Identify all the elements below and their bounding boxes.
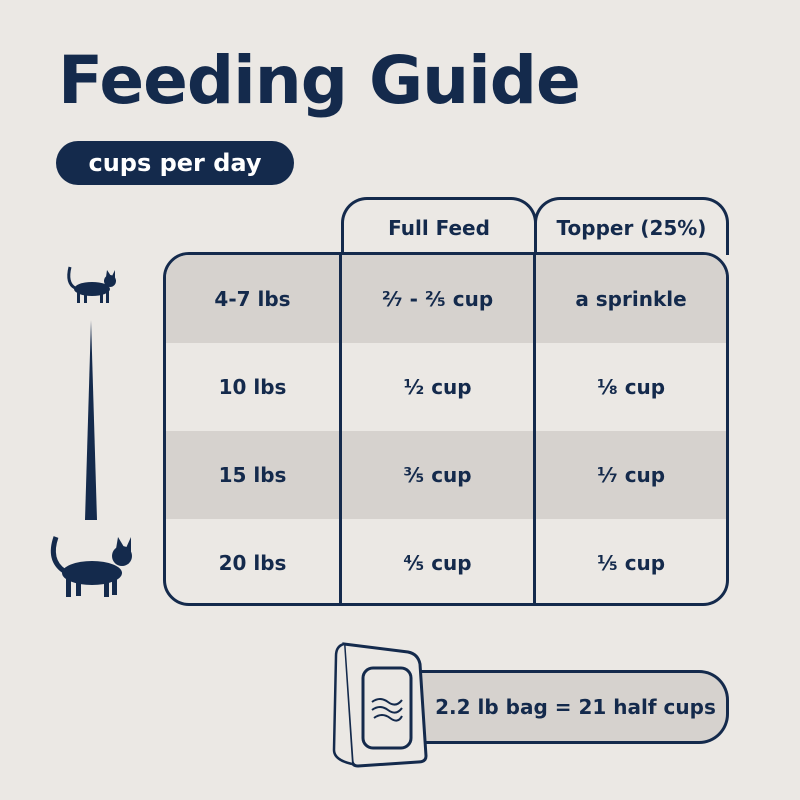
header-full-feed: Full Feed [341, 197, 537, 255]
bag-note: 2.2 lb bag = 21 half cups [435, 695, 716, 719]
weight-cell: 15 lbs [166, 431, 342, 519]
table-row: 4-7 lbs ²⁄₇ - ²⁄₅ cup a sprinkle [166, 255, 726, 343]
full-feed-cell: ²⁄₇ - ²⁄₅ cup [342, 255, 536, 343]
page-title: Feeding Guide [58, 42, 581, 119]
unit-badge: cups per day [56, 141, 294, 185]
full-feed-cell: ¹⁄₂ cup [342, 343, 536, 431]
table-row: 15 lbs ³⁄₅ cup ¹⁄₇ cup [166, 431, 726, 519]
scale-wedge [85, 320, 97, 520]
large-cat-icon [50, 536, 132, 597]
cat-size-scale [50, 266, 132, 597]
full-feed-cell: ³⁄₅ cup [342, 431, 536, 519]
small-cat-icon [67, 266, 116, 303]
weight-cell: 20 lbs [166, 519, 342, 603]
topper-cell: ¹⁄₇ cup [596, 463, 666, 487]
table-row: 20 lbs ⁴⁄₅ cup ¹⁄₅ cup [166, 519, 726, 603]
topper-cell: a sprinkle [575, 287, 687, 311]
weight-cell: 10 lbs [166, 343, 342, 431]
topper-cell: ¹⁄₈ cup [596, 375, 666, 399]
feeding-table: 4-7 lbs ²⁄₇ - ²⁄₅ cup a sprinkle 10 lbs … [163, 252, 729, 606]
topper-cell: ¹⁄₅ cup [596, 551, 666, 575]
table-row: 10 lbs ¹⁄₂ cup ¹⁄₈ cup [166, 343, 726, 431]
header-topper: Topper (25%) [534, 197, 729, 255]
food-bag-icon [332, 642, 428, 768]
weight-cell: 4-7 lbs [166, 255, 342, 343]
full-feed-cell: ⁴⁄₅ cup [342, 519, 536, 603]
bag-info-box: 2.2 lb bag = 21 half cups [415, 670, 729, 744]
